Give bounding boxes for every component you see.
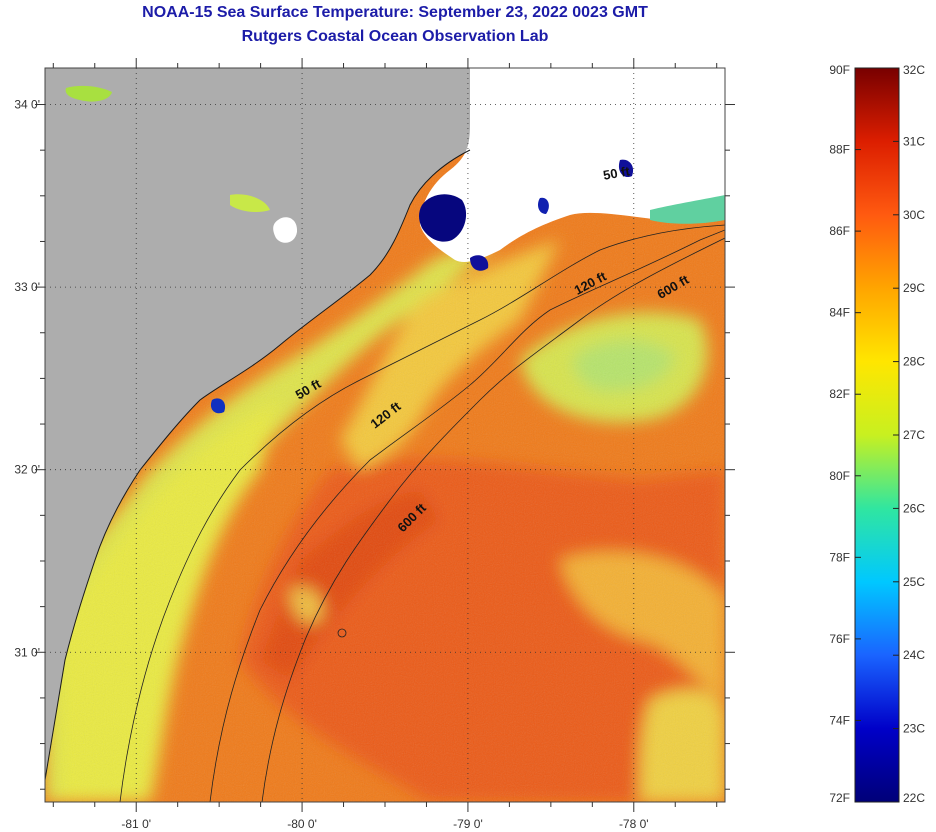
- axis-tick-labels: -81 0' -80 0' -79 0' -78 0' 34 0' 33 0' 32 0' 3…: [14, 98, 648, 831]
- lat-tick-label: 33 0': [14, 280, 40, 294]
- colorbar-f-label: 84F: [829, 306, 850, 320]
- colorbar-c-label: 22C: [903, 791, 925, 805]
- colorbar-c-label: 24C: [903, 648, 925, 662]
- lat-tick-label: 31 0': [14, 645, 40, 659]
- colorbar-c-label: 29C: [903, 281, 925, 295]
- colorbar-c-label: 31C: [903, 134, 925, 148]
- colorbar-f-label: 72F: [829, 791, 850, 805]
- lon-tick-label: -80 0': [287, 817, 317, 831]
- isobath-50ft: [119, 224, 725, 802]
- colorbar-gradient: [854, 67, 900, 803]
- speckle: [650, 195, 725, 224]
- cloud-cover: [420, 68, 725, 262]
- colorbar-c-label: 32C: [903, 63, 925, 77]
- map-title: NOAA-15 Sea Surface Temperature: Septemb…: [142, 4, 648, 21]
- colorbar-c-label: 27C: [903, 428, 925, 442]
- cold-patch: [419, 194, 467, 242]
- cloud-patch: [273, 217, 298, 243]
- colorbar-c-label: 26C: [903, 501, 925, 515]
- colorbar-f-label: 82F: [829, 387, 850, 401]
- colorbar-c-label: 28C: [903, 355, 925, 369]
- cold-patch: [538, 197, 549, 214]
- colorbar-c-label: 23C: [903, 722, 925, 736]
- coastline: [45, 149, 471, 781]
- cold-patch: [210, 398, 226, 414]
- lat-tick-label: 34 0': [14, 98, 40, 112]
- map-subtitle: Rutgers Coastal Ocean Observation Lab: [241, 28, 549, 45]
- colorbar-f-label: 76F: [829, 632, 850, 646]
- land-area: [45, 68, 470, 780]
- colorbar-f-label: 88F: [829, 143, 850, 157]
- lon-tick-label: -78 0': [619, 817, 649, 831]
- axis-ticks: [35, 58, 735, 812]
- colorbar-f-label: 90F: [829, 63, 850, 77]
- colorbar-f-label: 78F: [829, 550, 850, 564]
- graticule: [45, 68, 725, 802]
- colorbar-f-label: 86F: [829, 224, 850, 238]
- colorbar-f-label: 74F: [829, 713, 850, 727]
- cold-patch: [470, 255, 489, 271]
- lon-tick-label: -81 0': [121, 817, 151, 831]
- colorbar-f-label: 80F: [829, 469, 850, 483]
- speckle: [65, 85, 112, 102]
- seamount-contour: [337, 628, 347, 638]
- colorbar-c-label: 25C: [903, 575, 925, 589]
- cold-patch: [618, 159, 634, 178]
- speckle: [230, 194, 270, 213]
- lat-tick-label: 32 0': [14, 463, 40, 477]
- isobath-120ft: [209, 229, 725, 802]
- isobath-600ft: [261, 237, 725, 802]
- lon-tick-label: -79 0': [453, 817, 483, 831]
- contour-label: 50 ft: [602, 163, 632, 183]
- colorbar-labels: 72F 74F 76F 78F 80F 82F 84F 86F 88F 90F 22C 23C 24C 2…: [829, 63, 925, 805]
- colorbar-c-label: 30C: [903, 208, 925, 222]
